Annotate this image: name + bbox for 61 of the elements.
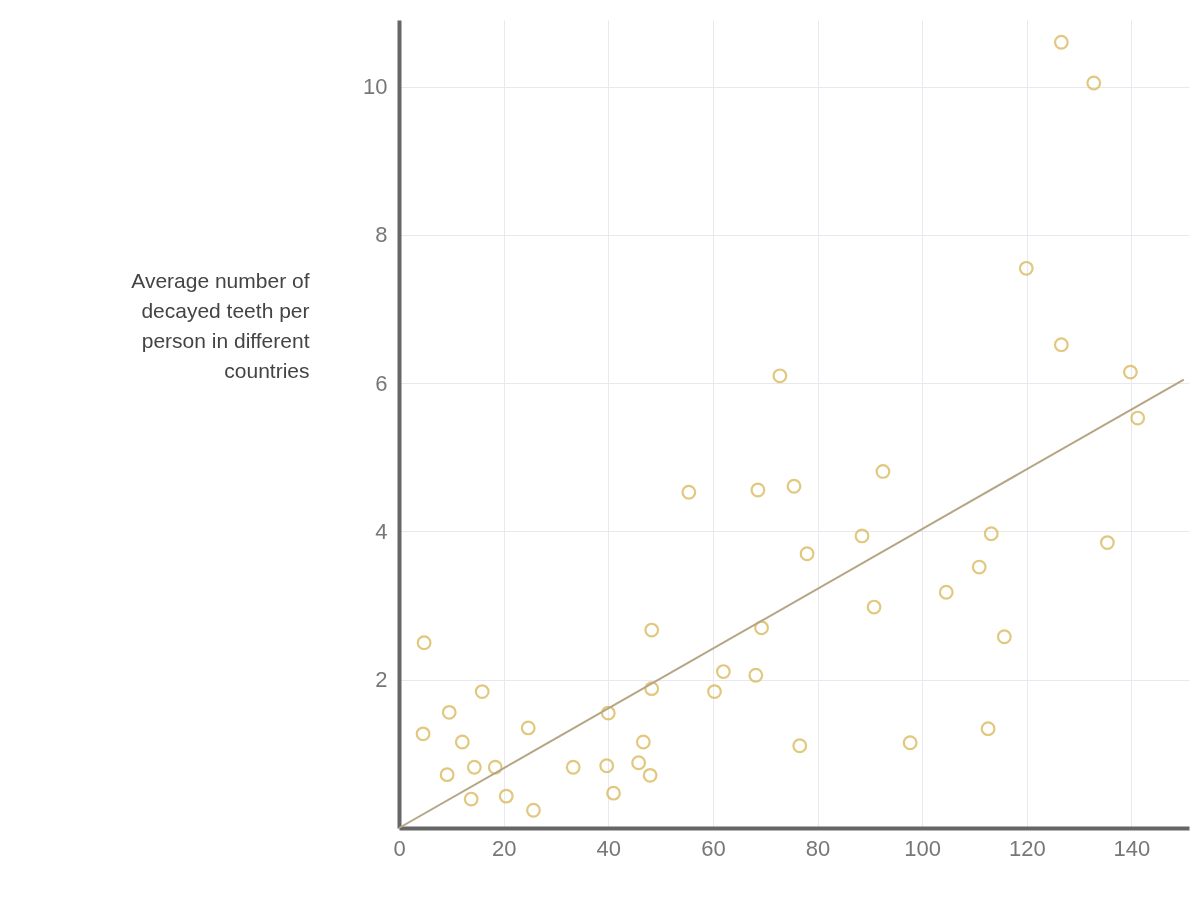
point bbox=[748, 667, 764, 683]
point bbox=[635, 734, 651, 750]
point bbox=[938, 584, 954, 600]
point bbox=[463, 791, 479, 807]
point bbox=[644, 622, 660, 638]
point bbox=[1130, 410, 1146, 426]
point bbox=[439, 767, 455, 783]
point bbox=[786, 478, 802, 494]
point bbox=[754, 620, 769, 636]
point bbox=[631, 755, 647, 771]
point bbox=[799, 546, 815, 562]
point bbox=[454, 734, 470, 750]
point bbox=[681, 484, 697, 500]
point bbox=[466, 759, 482, 775]
point bbox=[866, 599, 882, 615]
point bbox=[750, 482, 766, 498]
point bbox=[565, 759, 581, 775]
point bbox=[415, 726, 431, 742]
x-tick-label: 140 bbox=[1113, 835, 1151, 861]
point bbox=[441, 704, 457, 720]
point bbox=[642, 767, 658, 783]
point bbox=[606, 785, 621, 801]
x-tick-label: 0 bbox=[393, 835, 406, 861]
x-tick-label: 100 bbox=[904, 835, 942, 861]
point bbox=[526, 802, 541, 818]
point bbox=[1086, 75, 1102, 91]
point bbox=[854, 528, 870, 544]
y-tick-label: 10 bbox=[363, 74, 388, 100]
point bbox=[1053, 34, 1069, 50]
point bbox=[971, 559, 987, 575]
point bbox=[792, 738, 808, 754]
y-tick-label: 4 bbox=[375, 518, 388, 544]
point bbox=[1018, 260, 1034, 276]
point bbox=[416, 635, 432, 651]
point bbox=[474, 684, 490, 700]
point bbox=[980, 721, 996, 737]
x-tick-label: 120 bbox=[1008, 835, 1046, 861]
point bbox=[1122, 364, 1138, 380]
point bbox=[707, 684, 722, 700]
point bbox=[644, 681, 660, 697]
point bbox=[772, 368, 788, 384]
y-tick-label: 8 bbox=[375, 222, 388, 248]
x-tick-label: 60 bbox=[701, 835, 726, 861]
point bbox=[875, 464, 891, 479]
point bbox=[487, 759, 503, 775]
point bbox=[996, 629, 1012, 645]
point bbox=[715, 664, 731, 679]
point bbox=[599, 758, 615, 774]
y-tick-label: 2 bbox=[375, 667, 388, 693]
y-axis-title: Average number of decayed teeth per person in different countries bbox=[131, 268, 310, 382]
point bbox=[498, 788, 514, 804]
point bbox=[902, 735, 918, 751]
x-tick-label: 80 bbox=[805, 835, 831, 861]
x-tick-label: 40 bbox=[596, 835, 622, 861]
x-tick-label: 20 bbox=[491, 835, 517, 861]
point bbox=[983, 526, 999, 542]
point bbox=[520, 720, 536, 736]
point bbox=[1053, 337, 1069, 353]
point bbox=[600, 705, 616, 721]
y-tick-label: 6 bbox=[375, 370, 388, 396]
point bbox=[1099, 535, 1115, 551]
